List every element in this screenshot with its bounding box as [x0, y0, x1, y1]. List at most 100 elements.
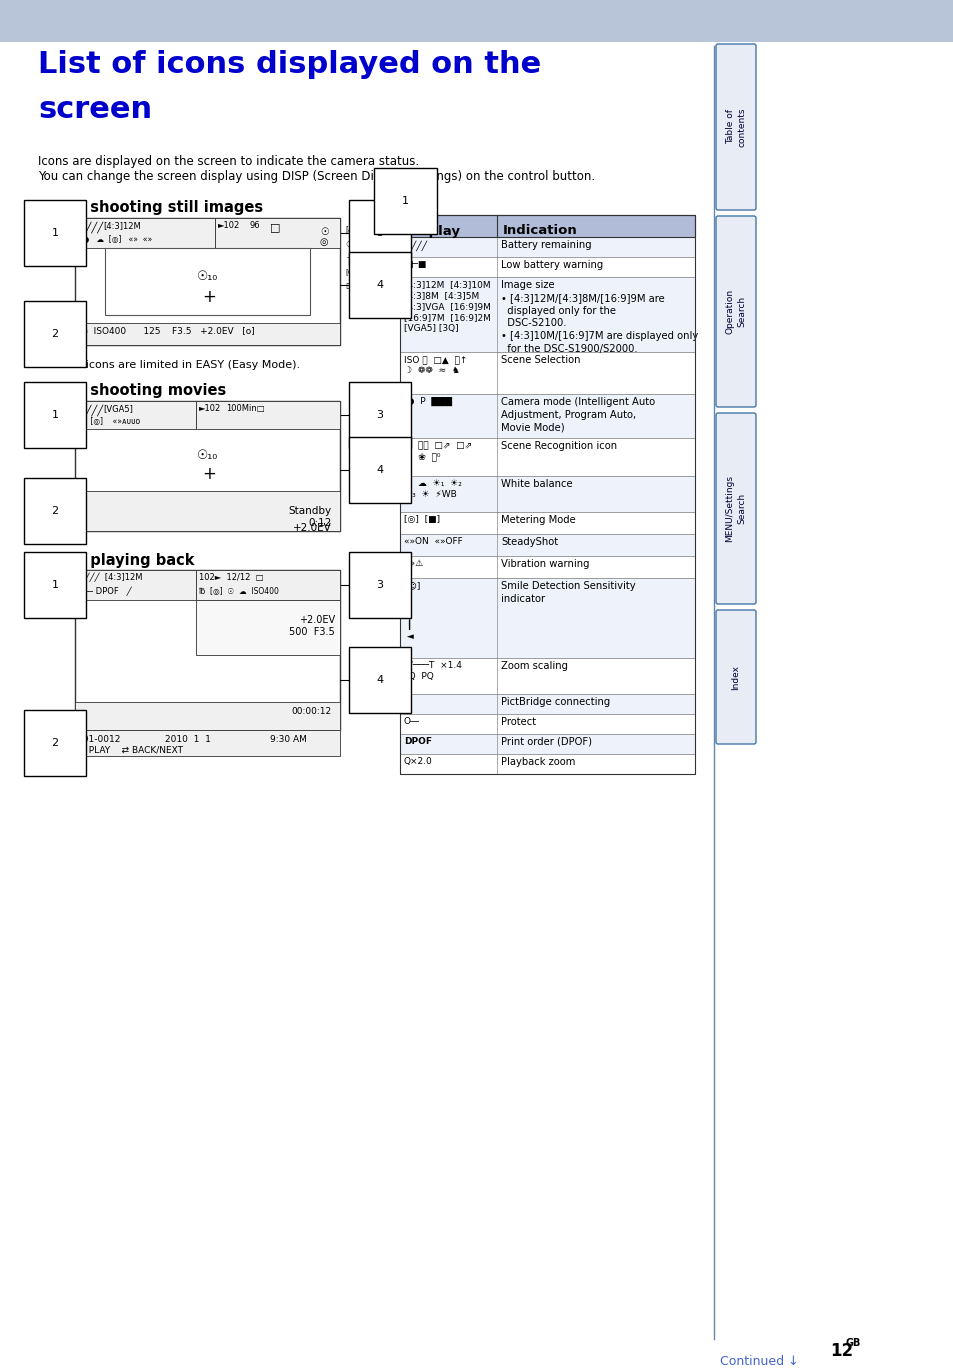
Bar: [399, 658, 695, 694]
Text: █╱╱╱: █╱╱╱: [78, 404, 103, 416]
Bar: [75, 491, 339, 531]
Text: +2.0EV
500  F3.5: +2.0EV 500 F3.5: [289, 615, 335, 637]
Text: Operation
Search: Operation Search: [725, 289, 745, 334]
Bar: [399, 237, 695, 257]
Text: GB: GB: [845, 1338, 861, 1348]
Text: 4: 4: [376, 465, 383, 475]
Text: ╱: ╱: [403, 697, 409, 708]
Bar: [399, 512, 695, 534]
Text: Protect: Protect: [500, 717, 536, 727]
Text: When shooting movies: When shooting movies: [38, 383, 226, 398]
Bar: [399, 257, 695, 277]
Text: 2010  1  1: 2010 1 1: [165, 735, 211, 743]
Bar: [75, 570, 195, 600]
FancyBboxPatch shape: [716, 413, 755, 604]
Text: 00:00:12: 00:00:12: [292, 706, 332, 716]
Bar: [75, 401, 195, 428]
Text: □□: □□: [345, 281, 360, 290]
Bar: [195, 570, 339, 600]
Text: DPOF: DPOF: [403, 737, 432, 746]
Bar: [399, 715, 695, 734]
Text: Indication: Indication: [502, 225, 578, 237]
Text: Continued ↓: Continued ↓: [720, 1355, 798, 1368]
Text: ☽  人人  □⇗  □⇗
■  ❀  人⁰: ☽ 人人 □⇗ □⇗ ■ ❀ 人⁰: [403, 441, 472, 461]
Text: ►102: ►102: [199, 404, 221, 413]
Bar: [75, 323, 339, 345]
Text: 4: 4: [376, 281, 383, 290]
Text: 101-0012: 101-0012: [78, 735, 121, 743]
Text: screen: screen: [38, 94, 152, 125]
Text: ■─■: ■─■: [403, 260, 426, 268]
Text: 1: 1: [51, 229, 58, 238]
Text: Low battery warning: Low battery warning: [500, 260, 602, 270]
Bar: [75, 570, 339, 730]
Text: [VGA5]: [VGA5]: [103, 404, 132, 413]
Text: [☺]
 ┃
 ┃
 ┃
 ◄: [☺] ┃ ┃ ┃ ◄: [403, 580, 420, 641]
Text: Scene Selection: Scene Selection: [500, 355, 579, 366]
Text: ISO 人  □▲  人↑
☽  ❁❁  ≈  ♞: ISO 人 □▲ 人↑ ☽ ❁❁ ≈ ♞: [403, 355, 467, 375]
FancyBboxPatch shape: [716, 611, 755, 743]
Text: 12: 12: [829, 1342, 852, 1359]
Text: ● PLAY    ⇄ BACK/NEXT: ● PLAY ⇄ BACK/NEXT: [78, 746, 183, 754]
Text: W───T  ×1.4
sQ  PQ: W───T ×1.4 sQ PQ: [403, 661, 461, 682]
Text: +: +: [202, 465, 215, 483]
Bar: [0, 0, 953, 42]
Text: ☀  ☁  ☀₁  ☀₂
☀₃  ☀  ⚡WB: ☀ ☁ ☀₁ ☀₂ ☀₃ ☀ ⚡WB: [403, 479, 461, 500]
Text: Smile Detection Sensitivity
indicator: Smile Detection Sensitivity indicator: [500, 580, 635, 604]
Text: O― DPOF   ╱: O― DPOF ╱: [78, 587, 132, 597]
Bar: [399, 534, 695, 556]
Bar: [75, 702, 339, 730]
Text: Playback zoom: Playback zoom: [500, 757, 575, 767]
Text: When playing back: When playing back: [38, 553, 194, 568]
Text: 1: 1: [51, 580, 58, 590]
Text: ☉: ☉: [345, 240, 352, 249]
Bar: [399, 215, 695, 773]
Text: You can change the screen display using DISP (Screen Display Settings) on the co: You can change the screen display using …: [38, 170, 595, 183]
Bar: [399, 754, 695, 773]
Text: 3: 3: [376, 409, 383, 420]
Bar: [399, 352, 695, 394]
Text: +2.0EV: +2.0EV: [293, 523, 332, 533]
Text: █╱╱╱: █╱╱╱: [403, 240, 427, 251]
Bar: [399, 438, 695, 476]
Text: [4:3]12M: [4:3]12M: [103, 220, 141, 230]
Text: List of icons displayed on the: List of icons displayed on the: [38, 51, 540, 79]
Text: 100Min□: 100Min□: [226, 404, 264, 413]
Text: ☉₁₀: ☉₁₀: [196, 449, 218, 461]
Text: Zoom scaling: Zoom scaling: [500, 661, 567, 671]
Text: Battery remaining: Battery remaining: [500, 240, 591, 251]
FancyBboxPatch shape: [716, 44, 755, 209]
Text: SteadyShot: SteadyShot: [500, 537, 558, 548]
Text: i●  P  ███: i● P ███: [403, 397, 452, 407]
Text: Q×2.0: Q×2.0: [403, 757, 433, 767]
Bar: [399, 476, 695, 512]
Text: «»⚠: «»⚠: [403, 559, 423, 568]
Text: [4:3]12M  [4:3]10M
[4:3]8M  [4:3]5M
[4:3]VGA  [16:9]9M
[16:9]7M  [16:9]2M
[VGA5]: [4:3]12M [4:3]10M [4:3]8M [4:3]5M [4:3]V…: [403, 281, 491, 334]
Text: Vibration warning: Vibration warning: [500, 559, 589, 570]
Bar: [195, 600, 339, 654]
Text: When shooting still images: When shooting still images: [38, 200, 263, 215]
Bar: [399, 556, 695, 578]
Bar: [75, 218, 214, 248]
Text: ◎: ◎: [319, 237, 328, 246]
Text: MENU/Settings
Search: MENU/Settings Search: [725, 475, 745, 542]
Text: ☁  [◎]    «»ᴀᴜᴜᴏ: ☁ [◎] «»ᴀᴜᴜᴏ: [78, 418, 140, 426]
Text: □: □: [270, 222, 280, 231]
Bar: [399, 734, 695, 754]
Text: Display: Display: [406, 225, 460, 237]
Text: Standby
0:12: Standby 0:12: [289, 507, 332, 527]
Bar: [399, 578, 695, 658]
Text: Scene Recognition icon: Scene Recognition icon: [500, 441, 617, 450]
Text: 2: 2: [51, 507, 58, 516]
Text: 1: 1: [401, 196, 409, 205]
Text: 1: 1: [51, 409, 58, 420]
Bar: [105, 248, 310, 315]
Bar: [399, 694, 695, 715]
Text: 102►  12/12  □: 102► 12/12 □: [199, 574, 263, 582]
Text: [●]: [●]: [345, 226, 357, 235]
Text: Camera mode (Intelligent Auto
Adjustment, Program Auto,
Movie Mode): Camera mode (Intelligent Auto Adjustment…: [500, 397, 655, 433]
Bar: [399, 394, 695, 438]
Bar: [75, 401, 339, 531]
Text: Image size
• [4:3]12M/[4:3]8M/[16:9]9M are
  displayed only for the
  DSC-S2100.: Image size • [4:3]12M/[4:3]8M/[16:9]9M a…: [500, 281, 698, 355]
Text: Print order (DPOF): Print order (DPOF): [500, 737, 592, 747]
